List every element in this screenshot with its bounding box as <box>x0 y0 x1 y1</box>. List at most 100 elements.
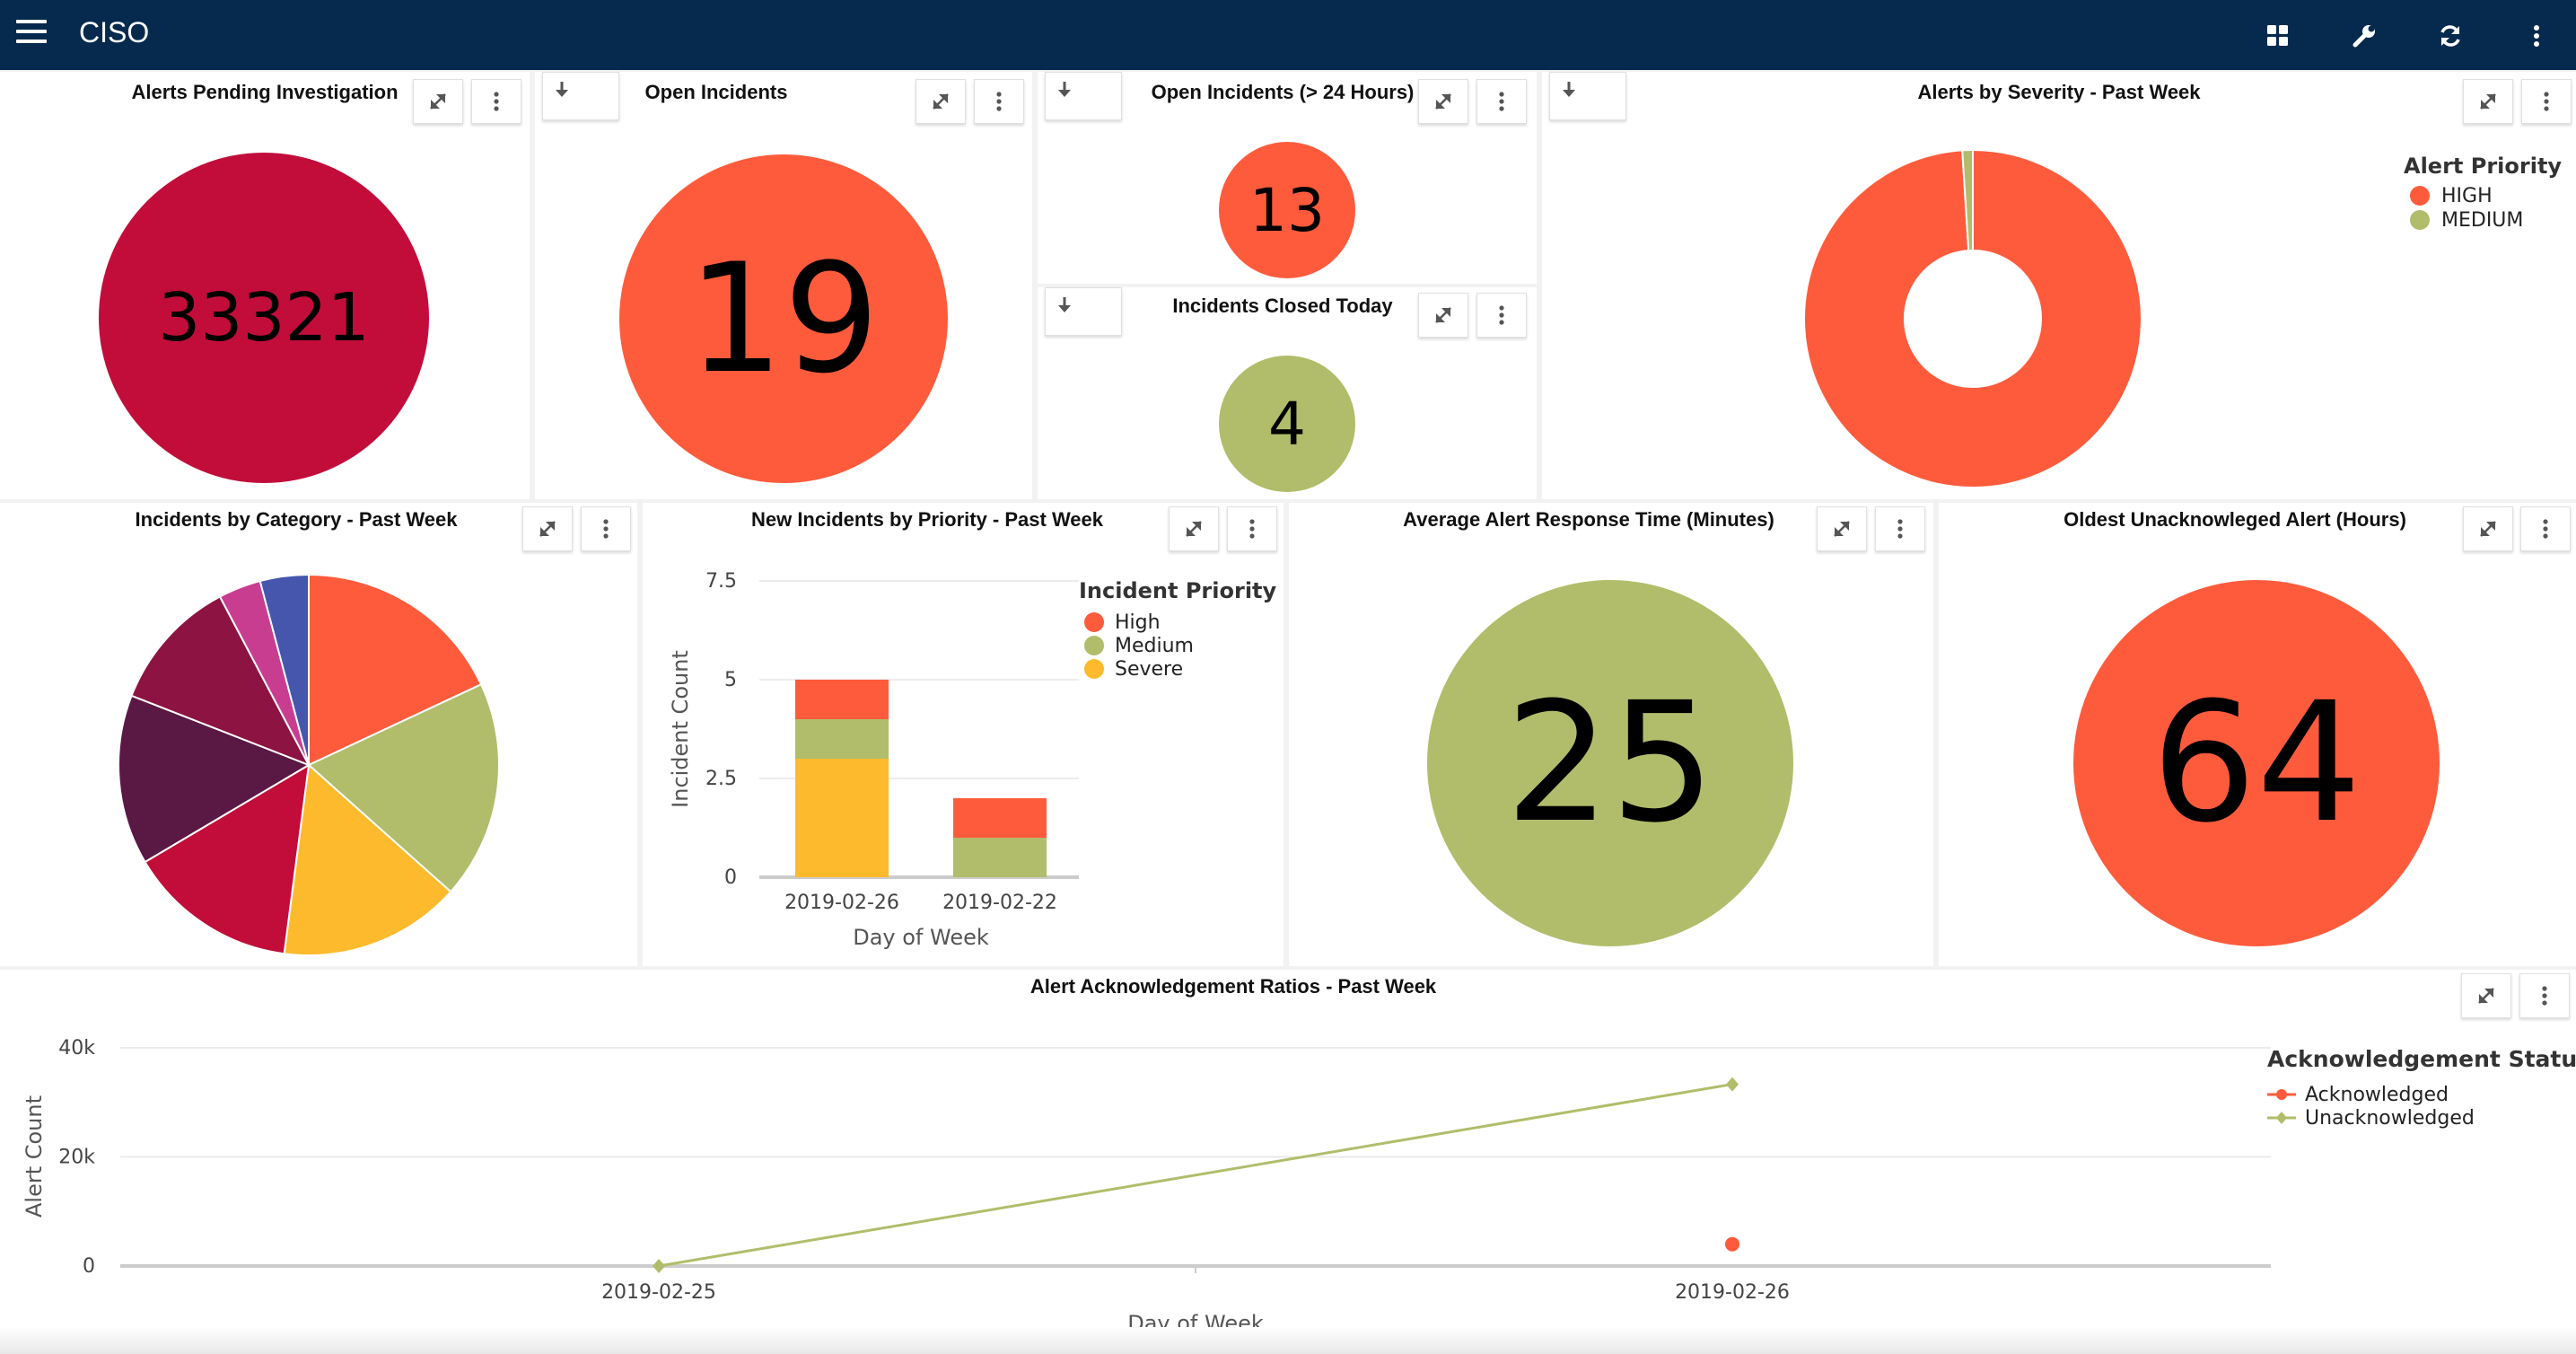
kpi-value: 19 <box>688 231 880 407</box>
expand-icon <box>1435 93 1451 110</box>
pie-slice <box>258 573 310 766</box>
panel-incidents-by-category: Incidents by Category - Past Week <box>0 503 637 966</box>
expand-button[interactable] <box>916 79 966 124</box>
legend-label: High <box>1115 611 1161 634</box>
kpi-value: 33321 <box>158 279 370 356</box>
expand-button[interactable] <box>413 79 463 124</box>
expand-button[interactable] <box>2463 506 2513 551</box>
legend-label: HIGH <box>2441 185 2493 207</box>
panel-title: Average Alert Response Time (Minutes) <box>1403 508 1774 531</box>
legend-swatch <box>1084 612 1104 632</box>
expand-button[interactable] <box>1418 79 1468 124</box>
panel-incidents-closed-today: Incidents Closed Today 4 <box>1038 287 1537 499</box>
wrench-icon[interactable] <box>2346 18 2382 54</box>
more-vertical-icon <box>1249 519 1255 539</box>
kpi-value: 4 <box>1268 389 1306 459</box>
expand-button[interactable] <box>522 506 573 551</box>
more-options-button[interactable] <box>471 79 521 124</box>
y-axis-title: Incident Count <box>668 650 693 808</box>
more-vertical-icon <box>1499 92 1504 111</box>
legend-swatch <box>1084 636 1104 655</box>
panel-oldest-unack-alert: Oldest Unacknowleged Alert (Hours) 64 <box>1939 503 2576 966</box>
more-options-button[interactable] <box>974 79 1024 124</box>
y-tick-label: 0 <box>724 866 737 889</box>
priority-bar-chart: 0 2.5 5 7.5 2019-02-26 2019-02-22 Day of Week I… <box>668 570 1277 950</box>
panel-open-incidents-24h: Open Incidents (> 24 Hours) 13 <box>1038 72 1537 284</box>
more-vertical-icon <box>494 92 499 111</box>
expand-icon <box>430 93 446 110</box>
more-vertical-icon[interactable] <box>2519 18 2554 54</box>
kpi-circle: 25 <box>1427 580 1793 946</box>
more-options-button[interactable] <box>2519 973 2570 1018</box>
expand-button[interactable] <box>2461 973 2511 1018</box>
data-point <box>1726 1077 1739 1092</box>
bar-segment <box>795 680 889 719</box>
kpi-value: 25 <box>1504 667 1716 859</box>
expand-button[interactable] <box>2463 79 2513 124</box>
panel-title: Incidents by Category - Past Week <box>135 508 458 531</box>
legend-swatch <box>2410 186 2430 206</box>
legend-label: Severe <box>1115 658 1183 681</box>
expand-button[interactable] <box>1817 506 1867 551</box>
download-button[interactable] <box>1045 287 1122 336</box>
expand-icon <box>2478 988 2494 1004</box>
data-point <box>1725 1236 1739 1252</box>
more-vertical-icon <box>1499 305 1504 325</box>
more-vertical-icon <box>2544 92 2549 111</box>
bar-segment <box>953 798 1047 838</box>
expand-icon <box>539 521 556 537</box>
panel-title: Alert Acknowledgement Ratios - Past Week <box>1030 975 1437 998</box>
more-options-button[interactable] <box>1227 506 1277 551</box>
data-point <box>653 1259 665 1273</box>
expand-icon <box>2480 93 2496 110</box>
pie-slice <box>130 595 311 767</box>
legend-swatch <box>1084 659 1104 679</box>
panel-alerts-pending: Alerts Pending Investigation 33321 <box>0 72 530 499</box>
grid-icon[interactable] <box>2260 18 2296 54</box>
panel-title: Open Incidents <box>644 81 788 103</box>
panel-title: Open Incidents (> 24 Hours) <box>1151 81 1415 103</box>
pie-slice <box>307 682 500 893</box>
download-button[interactable] <box>542 72 619 120</box>
panel-avg-response-time: Average Alert Response Time (Minutes) 25 <box>1289 503 1933 966</box>
bar-segment <box>795 759 889 877</box>
more-options-button[interactable] <box>1476 293 1527 338</box>
y-tick-label: 20k <box>58 1147 95 1169</box>
legend-label: Medium <box>1115 635 1194 657</box>
download-icon <box>556 82 568 97</box>
kpi-value: 13 <box>1249 175 1325 245</box>
kpi-circle: 19 <box>619 154 948 483</box>
download-button[interactable] <box>1045 72 1122 120</box>
bottom-shadow <box>0 1327 2576 1354</box>
more-vertical-icon <box>2543 519 2548 539</box>
legend-marker <box>2276 1089 2287 1100</box>
kpi-circle: 13 <box>1219 142 1355 278</box>
kpi-circle: 64 <box>2073 580 2440 946</box>
refresh-icon[interactable] <box>2432 18 2468 54</box>
pie-slice <box>308 573 483 767</box>
legend-label: MEDIUM <box>2441 209 2523 232</box>
pie-slice <box>118 694 311 864</box>
more-options-button[interactable] <box>1476 79 1527 124</box>
download-icon <box>1563 82 1575 97</box>
expand-button[interactable] <box>1418 293 1468 338</box>
x-axis-title: Day of Week <box>1127 1311 1264 1327</box>
expand-button[interactable] <box>1169 506 1219 551</box>
pie-slice <box>144 763 311 955</box>
legend-label: Acknowledged <box>2305 1084 2449 1106</box>
menu-icon[interactable] <box>16 20 47 47</box>
more-options-button[interactable] <box>1875 506 1925 551</box>
x-tick-label: 2019-02-22 <box>942 892 1057 914</box>
expand-icon <box>1186 521 1202 537</box>
more-vertical-icon <box>603 519 609 539</box>
top-navbar: CISO <box>0 0 2576 70</box>
expand-icon <box>1834 521 1850 537</box>
download-button[interactable] <box>1549 72 1626 120</box>
more-options-button[interactable] <box>581 506 631 551</box>
y-axis-title: Alert Count <box>22 1095 47 1218</box>
more-vertical-icon <box>1897 519 1903 539</box>
more-options-button[interactable] <box>2520 506 2571 551</box>
download-icon <box>1058 82 1071 97</box>
more-options-button[interactable] <box>2521 79 2572 124</box>
